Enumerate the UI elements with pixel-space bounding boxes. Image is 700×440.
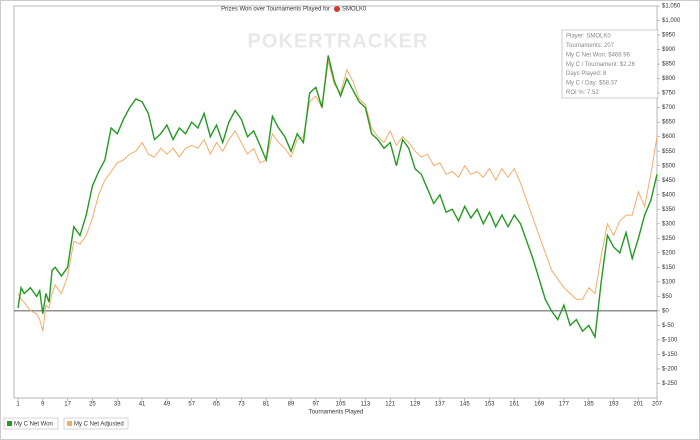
x-tick-label: 201 bbox=[633, 402, 644, 408]
info-line: Tournaments: 207 bbox=[566, 43, 615, 49]
y-tick-label: $1,000 bbox=[662, 18, 681, 24]
x-axis-title: Tournaments Played bbox=[309, 410, 364, 416]
x-tick-label: 25 bbox=[89, 402, 96, 408]
y-tick-label: $50 bbox=[662, 294, 673, 300]
x-tick-label: 17 bbox=[64, 402, 71, 408]
legend-label: My C Net Adjusted bbox=[74, 422, 124, 428]
x-tick-label: 137 bbox=[435, 402, 446, 408]
y-tick-label: $550 bbox=[662, 149, 676, 155]
y-tick-label: $750 bbox=[662, 91, 676, 97]
y-tick-label: $1,050 bbox=[662, 4, 681, 10]
y-tick-label: $-50 bbox=[662, 323, 675, 329]
legend-label: My C Net Won bbox=[14, 422, 53, 428]
info-box bbox=[561, 29, 659, 99]
y-tick-label: $950 bbox=[662, 33, 676, 39]
player-name: SMOLK0 bbox=[342, 7, 367, 13]
info-line: My C / Day: $58.37 bbox=[566, 81, 618, 87]
y-tick-label: $600 bbox=[662, 134, 676, 140]
x-tick-label: 193 bbox=[609, 402, 620, 408]
x-tick-label: 169 bbox=[534, 402, 545, 408]
x-tick-label: 33 bbox=[114, 402, 121, 408]
x-tick-label: 105 bbox=[336, 402, 347, 408]
y-tick-label: $700 bbox=[662, 105, 676, 111]
x-tick-label: 57 bbox=[188, 402, 195, 408]
x-tick-label: 49 bbox=[164, 402, 171, 408]
watermark: POKERTRACKER bbox=[248, 30, 429, 52]
x-tick-label: 9 bbox=[41, 402, 45, 408]
y-tick-label: $350 bbox=[662, 207, 676, 213]
y-tick-label: $-200 bbox=[662, 367, 678, 373]
series-line bbox=[17, 55, 658, 340]
x-tick-label: 185 bbox=[584, 402, 595, 408]
x-tick-label: 65 bbox=[213, 402, 220, 408]
x-tick-label: 113 bbox=[361, 402, 371, 408]
y-tick-label: $450 bbox=[662, 178, 676, 184]
y-tick-label: $300 bbox=[662, 221, 676, 227]
chart-title: Prizes Won over Tournaments Played for bbox=[221, 7, 330, 13]
x-tick-label: 129 bbox=[410, 402, 421, 408]
info-line: Player: SMOLK0 bbox=[566, 34, 611, 40]
y-tick-label: $800 bbox=[662, 76, 676, 82]
x-tick-label: 97 bbox=[312, 402, 319, 408]
legend-box bbox=[63, 417, 129, 430]
x-tick-label: 177 bbox=[559, 402, 570, 408]
x-tick-label: 207 bbox=[652, 402, 663, 408]
x-tick-label: 1 bbox=[16, 402, 20, 408]
y-tick-label: $0 bbox=[662, 308, 669, 314]
legend-swatch bbox=[7, 421, 12, 426]
y-tick-label: $900 bbox=[662, 47, 676, 53]
x-tick-label: 145 bbox=[460, 402, 471, 408]
y-tick-label: $250 bbox=[662, 236, 676, 242]
legend-box bbox=[3, 417, 59, 430]
x-tick-label: 89 bbox=[288, 402, 295, 408]
y-tick-label: $200 bbox=[662, 250, 676, 256]
y-tick-label: $650 bbox=[662, 120, 676, 126]
legend-swatch bbox=[67, 421, 72, 426]
x-tick-label: 41 bbox=[139, 402, 146, 408]
x-tick-label: 81 bbox=[263, 402, 270, 408]
plot-area bbox=[13, 5, 658, 399]
info-line: Days Played: 8 bbox=[566, 71, 607, 77]
y-tick-label: $100 bbox=[662, 279, 676, 285]
y-tick-label: $-250 bbox=[662, 381, 678, 387]
x-tick-label: 121 bbox=[385, 402, 396, 408]
info-line: ROI %: 7.52 bbox=[566, 90, 599, 96]
info-line: My C Net Won: $466.96 bbox=[566, 52, 631, 58]
x-tick-label: 73 bbox=[238, 402, 245, 408]
y-tick-label: $-100 bbox=[662, 338, 678, 344]
x-tick-label: 153 bbox=[484, 402, 495, 408]
y-tick-label: $150 bbox=[662, 265, 676, 271]
y-tick-label: $400 bbox=[662, 192, 676, 198]
info-line: My C / Tournament: $2.26 bbox=[566, 62, 636, 68]
player-icon bbox=[334, 6, 340, 12]
x-tick-label: 161 bbox=[509, 402, 520, 408]
y-tick-label: $500 bbox=[662, 163, 676, 169]
y-tick-label: $-150 bbox=[662, 352, 678, 358]
y-tick-label: $850 bbox=[662, 62, 676, 68]
